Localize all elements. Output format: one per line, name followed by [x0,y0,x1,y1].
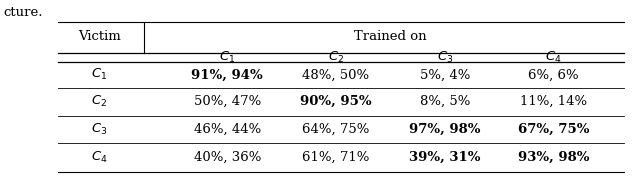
Text: 90%, 95%: 90%, 95% [300,95,372,108]
Text: 46%, 44%: 46%, 44% [193,123,261,136]
Text: $C_1$: $C_1$ [219,50,236,65]
Text: $C_2$: $C_2$ [328,50,344,65]
Text: 8%, 5%: 8%, 5% [420,95,470,108]
Text: $C_1$: $C_1$ [91,67,108,83]
Text: 97%, 98%: 97%, 98% [409,123,481,136]
Text: 91%, 94%: 91%, 94% [191,68,263,81]
Text: cture.: cture. [3,6,43,18]
Text: Trained on: Trained on [354,30,427,43]
Text: $C_4$: $C_4$ [91,150,108,165]
Text: $C_2$: $C_2$ [91,94,108,109]
Text: 6%, 6%: 6%, 6% [528,68,579,81]
Text: 50%, 47%: 50%, 47% [193,95,261,108]
Text: Victim: Victim [78,30,120,43]
Text: 5%, 4%: 5%, 4% [420,68,470,81]
Text: 48%, 50%: 48%, 50% [303,68,369,81]
Text: $C_3$: $C_3$ [91,122,108,137]
Text: 64%, 75%: 64%, 75% [302,123,370,136]
Text: $C_3$: $C_3$ [436,50,453,65]
Text: 39%, 31%: 39%, 31% [409,151,481,164]
Text: 40%, 36%: 40%, 36% [193,151,261,164]
Text: 67%, 75%: 67%, 75% [518,123,589,136]
Text: 61%, 71%: 61%, 71% [302,151,370,164]
Text: $C_4$: $C_4$ [545,50,562,65]
Text: 93%, 98%: 93%, 98% [518,151,589,164]
Text: 11%, 14%: 11%, 14% [520,95,587,108]
